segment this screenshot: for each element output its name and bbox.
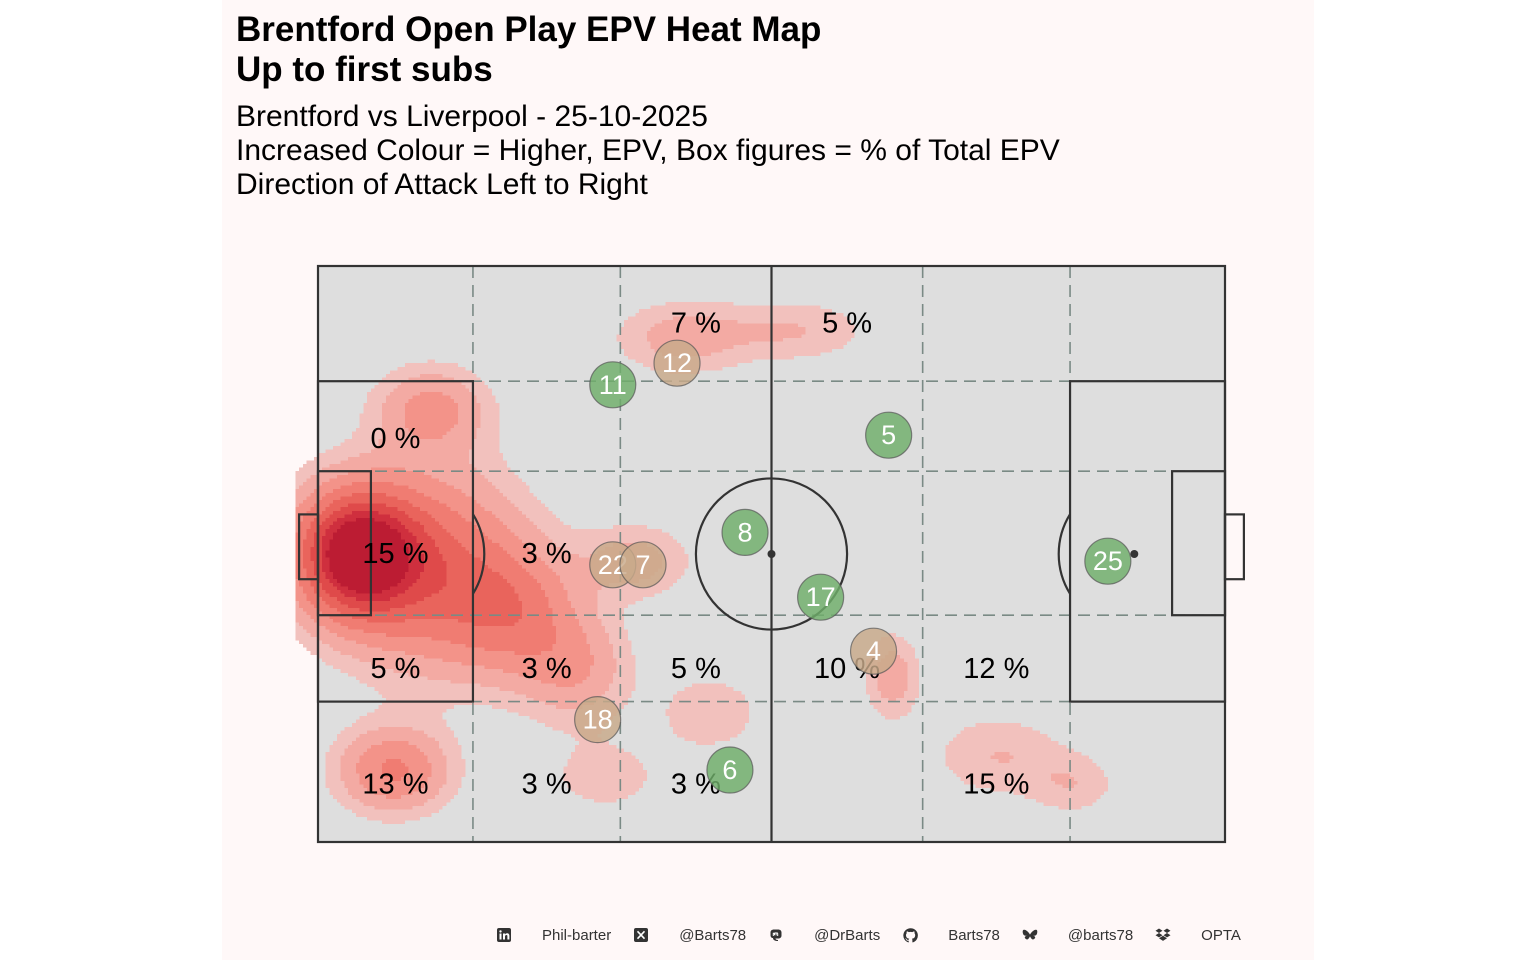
footer-credits: Phil-barter @Barts78 @DrBarts Barts78 @b… [496, 924, 1263, 946]
goal-right [1223, 513, 1245, 581]
zone-label: 7 % [671, 308, 721, 340]
player-dot [1084, 537, 1132, 585]
zone-label: 12 % [963, 653, 1029, 685]
footer-x-text: @Barts78 [679, 926, 747, 944]
player-marker: 11 [589, 361, 637, 409]
player-number: 8 [738, 517, 753, 547]
player-dot [721, 508, 769, 557]
chart-subtitle-match: Brentford vs Liverpool - 25-10-2025 [236, 100, 708, 133]
heat-band-2 [295, 316, 1078, 810]
player-marker: 6 [706, 746, 754, 794]
player-dot [589, 361, 637, 409]
zone-label: 3 % [522, 653, 572, 685]
player-dot [865, 411, 913, 459]
player-marker: 25 [1084, 537, 1132, 585]
zone-label: 3 % [522, 768, 572, 800]
player-dot [619, 541, 667, 589]
mastodon-icon [768, 927, 784, 943]
chart-title-line2: Up to first subs [236, 50, 493, 89]
zone-label: 5 % [822, 308, 872, 340]
player-marker: 7 [619, 541, 667, 589]
player-marker: 5 [865, 411, 913, 459]
x-icon [633, 927, 649, 943]
zone-label: 13 % [362, 768, 428, 800]
chart-title: Brentford Open Play EPV Heat Map [236, 10, 822, 49]
zone-label: 15 % [963, 768, 1029, 800]
zone-label: 15 % [362, 538, 428, 570]
zone-label: 3 % [522, 538, 572, 570]
heat-band-1 [295, 302, 1108, 824]
penalty-arc-right [1057, 513, 1071, 595]
player-number: 7 [635, 550, 650, 580]
footer-source-text: OPTA [1201, 926, 1241, 944]
player-marker: 12 [653, 339, 701, 387]
player-number: 6 [722, 755, 737, 785]
footer-mastodon-text: @DrBarts [814, 926, 881, 944]
penalty-spot-right [1130, 550, 1139, 558]
player-dot [653, 339, 701, 387]
zone-labels: 7 % 5 %0 %15 % 3 %5 % 3 % 5 % 10 % 12 %13 % 3 %… [362, 308, 1029, 801]
player-dot [574, 695, 622, 744]
player-marker: 17 [797, 573, 845, 621]
player-number: 12 [662, 348, 692, 378]
penalty-arc-left [472, 513, 486, 595]
github-icon [902, 927, 918, 943]
dropbox-icon [1155, 927, 1171, 943]
goal-left [298, 513, 320, 581]
footer-github-text: Barts78 [948, 926, 1000, 944]
player-dot [797, 573, 845, 621]
player-marker: 4 [849, 627, 898, 675]
player-number: 17 [806, 582, 836, 612]
centre-circle [694, 477, 849, 631]
bluesky-icon [1022, 927, 1038, 943]
pitch-markings [298, 264, 1245, 844]
zone-label: 5 % [671, 653, 721, 685]
player-dot [849, 627, 898, 675]
chart-subtitle-direction: Direction of Attack Left to Right [236, 168, 648, 201]
heat-band-8 [325, 518, 409, 594]
player-number: 11 [599, 370, 627, 400]
player-marker: 18 [574, 695, 622, 744]
player-number: 5 [881, 420, 896, 450]
player-number: 25 [1093, 546, 1123, 576]
player-number: 4 [866, 636, 881, 666]
centre-spot [767, 550, 776, 558]
footer-linkedin-text: Phil-barter [542, 926, 612, 944]
player-number: 18 [583, 705, 613, 735]
player-dot [706, 746, 754, 794]
chart-subtitle-legend: Increased Colour = Higher, EPV, Box figu… [236, 134, 1060, 167]
zone-label: 0 % [370, 423, 420, 455]
linkedin-icon [496, 927, 512, 943]
zone-label: 5 % [370, 653, 420, 685]
footer-bluesky-text: @barts78 [1067, 926, 1134, 944]
player-marker: 8 [721, 508, 769, 557]
